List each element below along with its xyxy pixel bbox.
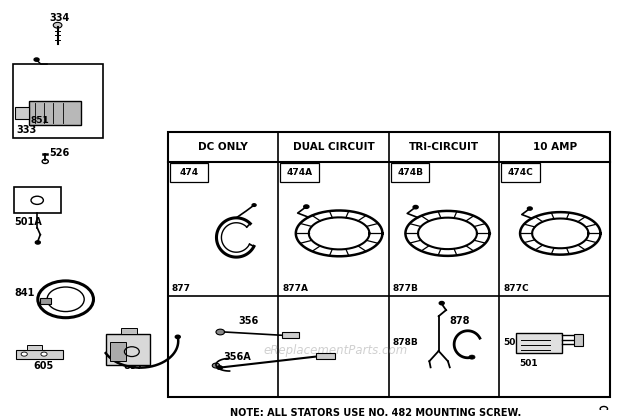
Text: 877: 877 — [172, 285, 190, 293]
Bar — [13, 64, 103, 138]
Bar — [15, 107, 29, 119]
Text: 474B: 474B — [397, 168, 423, 177]
Bar — [391, 163, 430, 182]
Circle shape — [252, 204, 256, 206]
Text: 841: 841 — [14, 288, 35, 298]
Text: 851: 851 — [30, 116, 49, 125]
Circle shape — [175, 335, 180, 339]
Bar — [502, 163, 540, 182]
Text: DUAL CIRCUIT: DUAL CIRCUIT — [293, 142, 374, 152]
Bar — [16, 349, 63, 359]
Bar — [27, 345, 42, 349]
Bar — [110, 342, 126, 362]
Text: 501: 501 — [519, 359, 538, 368]
Circle shape — [439, 301, 444, 305]
Text: 526: 526 — [49, 148, 69, 158]
Bar — [168, 132, 610, 398]
Circle shape — [528, 207, 532, 210]
Circle shape — [41, 352, 47, 356]
Text: 878B: 878B — [392, 338, 418, 347]
Text: 877B: 877B — [392, 285, 418, 293]
Text: 501A: 501A — [14, 217, 42, 227]
Bar — [316, 353, 335, 359]
Text: 474A: 474A — [286, 168, 312, 177]
Text: TRI-CIRCUIT: TRI-CIRCUIT — [409, 142, 479, 152]
Circle shape — [21, 352, 27, 356]
Text: 356A: 356A — [223, 352, 251, 362]
Bar — [106, 334, 151, 365]
Circle shape — [304, 205, 309, 208]
Text: 501: 501 — [503, 338, 522, 347]
Text: DC ONLY: DC ONLY — [198, 142, 248, 152]
Circle shape — [34, 58, 39, 61]
Circle shape — [413, 206, 418, 209]
Circle shape — [216, 366, 223, 370]
Text: 605: 605 — [34, 361, 54, 371]
Bar — [282, 332, 299, 338]
Bar — [280, 163, 319, 182]
Text: 877C: 877C — [503, 285, 529, 293]
Text: NOTE: ALL STATORS USE NO. 482 MOUNTING SCREW.: NOTE: ALL STATORS USE NO. 482 MOUNTING S… — [230, 408, 521, 418]
Text: 878: 878 — [449, 316, 470, 326]
Circle shape — [212, 363, 219, 368]
Bar — [14, 187, 61, 214]
Bar — [122, 328, 137, 334]
Bar — [29, 101, 81, 125]
Text: 356: 356 — [239, 316, 259, 326]
Bar — [574, 334, 583, 346]
Bar — [40, 298, 51, 304]
Bar — [170, 163, 208, 182]
Text: 474C: 474C — [508, 168, 534, 177]
Circle shape — [216, 329, 224, 335]
Circle shape — [53, 23, 62, 28]
Circle shape — [35, 241, 40, 244]
Circle shape — [469, 355, 475, 359]
Text: 877A: 877A — [282, 285, 308, 293]
Text: 474: 474 — [179, 168, 198, 177]
Text: 333: 333 — [16, 125, 37, 135]
Text: eReplacementParts.com: eReplacementParts.com — [264, 344, 408, 357]
Text: 334: 334 — [50, 13, 69, 23]
Bar — [516, 334, 562, 353]
Text: 897: 897 — [123, 361, 144, 371]
Text: 10 AMP: 10 AMP — [533, 142, 577, 152]
